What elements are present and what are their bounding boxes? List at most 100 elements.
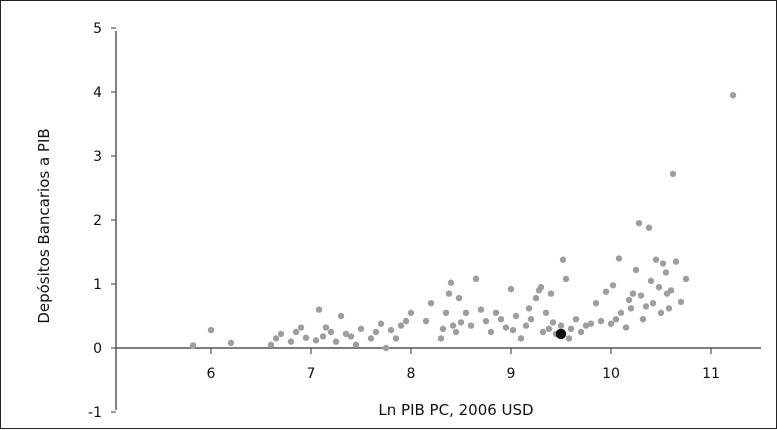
x-ticks: 6 7 8 9 10 11 bbox=[207, 348, 720, 382]
x-tick-label: 7 bbox=[307, 366, 316, 382]
scatter-point bbox=[667, 287, 675, 294]
scatter-point bbox=[582, 322, 590, 329]
scatter-point bbox=[402, 317, 410, 325]
x-axis-title: Ln PIB PC, 2006 USD bbox=[378, 401, 533, 419]
scatter-point bbox=[457, 319, 465, 326]
scatter-point bbox=[677, 298, 685, 306]
scatter-point bbox=[602, 288, 610, 295]
y-tick-label: 2 bbox=[93, 213, 102, 229]
x-tick-label: 10 bbox=[602, 366, 620, 382]
y-tick-label: 4 bbox=[93, 85, 102, 101]
scatter-point bbox=[522, 322, 530, 329]
scatter-point bbox=[312, 337, 320, 344]
scatter-point bbox=[272, 335, 280, 342]
scatter-point bbox=[647, 277, 655, 284]
scatter-point bbox=[652, 256, 660, 263]
scatter-point bbox=[517, 335, 525, 342]
scatter-point bbox=[189, 342, 197, 349]
scatter-point bbox=[669, 170, 677, 178]
scatter-point bbox=[407, 309, 415, 316]
scatter-point bbox=[487, 328, 495, 336]
scatter-point bbox=[627, 305, 635, 312]
scatter-point bbox=[455, 294, 463, 302]
scatter-point bbox=[422, 317, 430, 325]
scatter-point bbox=[342, 330, 350, 338]
scatter-point bbox=[625, 296, 633, 304]
y-tick-label: 1 bbox=[93, 277, 102, 293]
scatter-point bbox=[392, 335, 400, 342]
scatter-point bbox=[452, 328, 460, 336]
scatter-point bbox=[497, 316, 505, 323]
scatter-point bbox=[319, 333, 327, 340]
scatter-point bbox=[445, 290, 453, 297]
scatter-point bbox=[447, 279, 455, 286]
scatter-point bbox=[207, 326, 215, 334]
scatter-point bbox=[622, 324, 630, 331]
scatter-point bbox=[267, 341, 275, 348]
scatter-point bbox=[659, 260, 667, 267]
scatter-point bbox=[642, 303, 650, 310]
scatter-point bbox=[557, 322, 565, 329]
scatter-point bbox=[607, 320, 615, 327]
scatter-point bbox=[609, 282, 617, 289]
scatter-point bbox=[527, 316, 535, 323]
x-tick-label: 8 bbox=[407, 366, 416, 382]
scatter-point bbox=[615, 255, 623, 262]
scatter-point bbox=[542, 309, 550, 316]
y-tick-label: -1 bbox=[88, 405, 102, 421]
scatter-point bbox=[637, 292, 645, 299]
scatter-point bbox=[397, 322, 405, 329]
data-points bbox=[189, 92, 737, 352]
scatter-point bbox=[597, 317, 605, 325]
scatter-point bbox=[549, 319, 557, 326]
y-tick-label: 3 bbox=[93, 149, 102, 165]
scatter-point bbox=[587, 320, 595, 327]
x-tick-label: 9 bbox=[507, 366, 516, 382]
scatter-point bbox=[449, 322, 457, 329]
scatter-point bbox=[482, 317, 490, 325]
scatter-point bbox=[292, 328, 300, 336]
scatter-point bbox=[297, 324, 305, 331]
scatter-point bbox=[635, 220, 643, 227]
scatter-point bbox=[462, 309, 470, 316]
scatter-point bbox=[639, 316, 647, 323]
scatter-point bbox=[437, 335, 445, 342]
scatter-point bbox=[672, 258, 680, 265]
scatter-point bbox=[347, 333, 355, 340]
y-ticks: -1 0 1 2 3 4 5 bbox=[88, 21, 116, 421]
scatter-point bbox=[617, 309, 625, 316]
scatter-point bbox=[612, 316, 620, 323]
scatter-point bbox=[277, 330, 285, 338]
y-tick-label: 5 bbox=[93, 21, 102, 37]
scatter-point bbox=[562, 275, 570, 283]
y-axis-title: Depósitos Bancarios a PIB bbox=[35, 128, 53, 323]
scatter-point bbox=[567, 325, 575, 332]
axes bbox=[115, 31, 761, 410]
scatter-point bbox=[287, 338, 295, 345]
scatter-point bbox=[572, 316, 580, 323]
scatter-point bbox=[629, 290, 637, 297]
scatter-point bbox=[227, 339, 235, 347]
scatter-point bbox=[512, 312, 520, 320]
scatter-point bbox=[332, 338, 340, 345]
scatter-point bbox=[382, 344, 390, 352]
scatter-point bbox=[655, 284, 663, 291]
scatter-point bbox=[592, 300, 600, 307]
x-tick-label: 6 bbox=[207, 366, 216, 382]
scatter-point bbox=[477, 306, 485, 313]
scatter-point bbox=[439, 325, 447, 332]
scatter-point bbox=[502, 324, 510, 331]
scatter-point bbox=[729, 92, 737, 99]
scatter-point bbox=[327, 328, 335, 336]
scatter-point bbox=[322, 324, 330, 331]
scatter-point bbox=[665, 305, 673, 312]
highlight-point bbox=[555, 328, 567, 340]
scatter-point bbox=[577, 328, 585, 336]
x-tick-label: 11 bbox=[702, 366, 720, 382]
scatter-point bbox=[662, 269, 670, 276]
scatter-point bbox=[427, 300, 435, 307]
scatter-point bbox=[492, 309, 500, 316]
scatter-point bbox=[507, 285, 515, 293]
